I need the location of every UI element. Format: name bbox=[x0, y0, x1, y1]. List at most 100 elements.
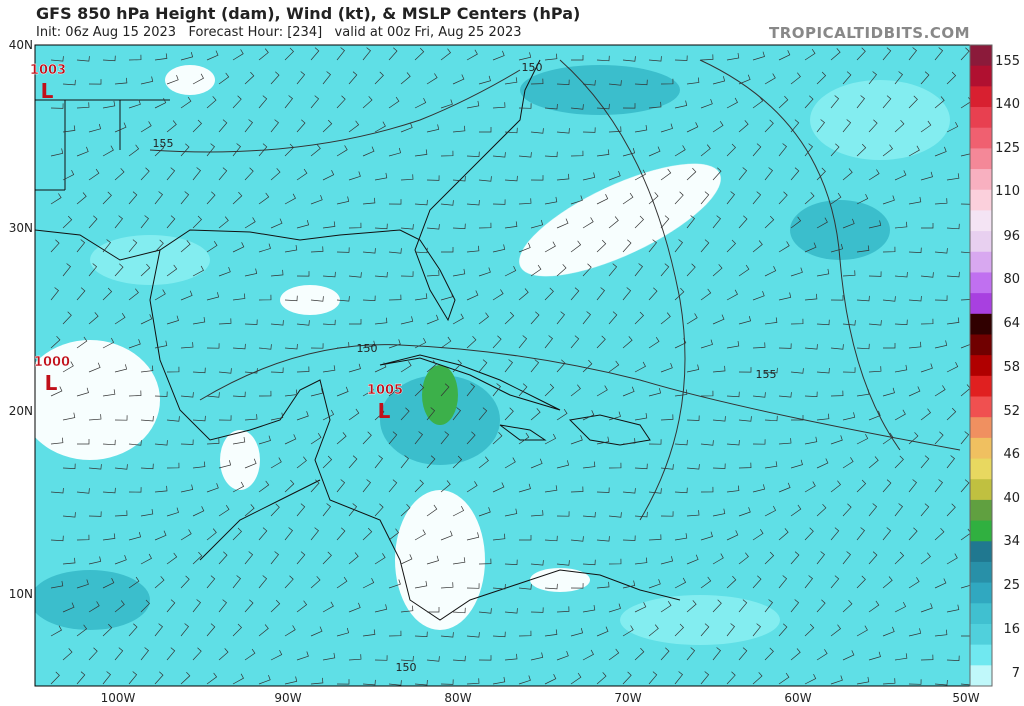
wind-barb bbox=[362, 248, 376, 254]
wind-barb bbox=[582, 127, 596, 133]
wind-barb bbox=[842, 270, 856, 277]
colorbar-frame bbox=[969, 44, 993, 687]
wind-barb bbox=[700, 288, 712, 301]
contour-label: 155 bbox=[153, 137, 174, 150]
wind-barb bbox=[648, 146, 661, 157]
wind-barb bbox=[622, 336, 633, 349]
wind-barb bbox=[154, 239, 164, 253]
wind-barb bbox=[582, 80, 596, 86]
wind-barb bbox=[102, 239, 111, 253]
wind-barb bbox=[114, 510, 128, 517]
wind-barb bbox=[218, 599, 227, 613]
wind-barb bbox=[712, 647, 721, 661]
wind-barb bbox=[336, 145, 348, 157]
wind-barb bbox=[570, 150, 584, 157]
wind-barb bbox=[492, 631, 506, 638]
wind-barb bbox=[882, 95, 892, 109]
wind-barb bbox=[674, 239, 683, 253]
wind-barb bbox=[726, 97, 738, 109]
wind-barb bbox=[140, 463, 154, 470]
wind-barb bbox=[544, 433, 557, 445]
colorbar-segment bbox=[970, 644, 992, 666]
wind-barb bbox=[166, 315, 179, 325]
wind-barb bbox=[296, 456, 307, 469]
wind-barb bbox=[478, 655, 492, 661]
wind-barb bbox=[348, 171, 361, 181]
wind-barb bbox=[62, 311, 72, 325]
wind-barb bbox=[920, 603, 933, 613]
wind-barb bbox=[50, 580, 64, 589]
wind-barb bbox=[790, 216, 802, 229]
wind-barb bbox=[544, 485, 558, 493]
wind-barb bbox=[310, 144, 321, 157]
wind-barb bbox=[660, 511, 674, 517]
wind-barb bbox=[426, 270, 440, 277]
wind-barb bbox=[518, 152, 532, 158]
wind-barb bbox=[322, 601, 334, 613]
colorbar-segment bbox=[970, 272, 992, 294]
wind-barb bbox=[88, 263, 98, 277]
wind-barb bbox=[712, 599, 722, 613]
wind-barb bbox=[452, 455, 463, 469]
wind-barb bbox=[674, 55, 688, 61]
wind-barb bbox=[570, 384, 581, 397]
wind-barb bbox=[400, 455, 409, 469]
wind-barb bbox=[192, 119, 202, 133]
wind-barb bbox=[596, 536, 610, 542]
wind-barb bbox=[400, 605, 414, 613]
wind-barb bbox=[700, 623, 710, 637]
wind-barb bbox=[752, 143, 762, 157]
wind-barb bbox=[791, 415, 804, 421]
wind-barb bbox=[920, 408, 931, 421]
wind-barb bbox=[920, 503, 930, 517]
wind-barb bbox=[778, 528, 789, 541]
wind-barb bbox=[270, 649, 283, 661]
colorbar-label: 52 bbox=[1003, 404, 1020, 419]
wind-barb bbox=[258, 48, 269, 61]
colorbar-segment bbox=[970, 541, 992, 563]
wind-barb bbox=[934, 629, 948, 637]
wind-barb bbox=[608, 263, 618, 277]
wind-barb bbox=[660, 312, 671, 325]
wind-barb bbox=[622, 580, 636, 589]
wind-barb bbox=[180, 96, 192, 109]
wind-barb bbox=[778, 241, 790, 253]
wind-barb bbox=[270, 320, 284, 326]
wind-barb bbox=[960, 528, 970, 541]
wind-barb bbox=[102, 671, 111, 685]
wind-barb bbox=[426, 124, 440, 133]
wind-barb bbox=[790, 167, 800, 181]
colorbar-segment bbox=[970, 396, 992, 418]
wind-barb bbox=[466, 431, 476, 445]
wind-barb bbox=[362, 479, 371, 493]
wind-barb bbox=[296, 71, 306, 85]
wind-barb bbox=[882, 479, 892, 493]
wind-barb bbox=[102, 191, 112, 205]
wind-barb bbox=[232, 437, 246, 445]
wind-barb bbox=[310, 576, 321, 589]
wind-barb bbox=[634, 361, 646, 373]
wind-barb bbox=[712, 508, 726, 517]
wind-barb bbox=[530, 311, 540, 325]
wind-barb bbox=[414, 529, 426, 541]
wind-barb bbox=[856, 389, 870, 397]
wind-barb bbox=[76, 192, 87, 205]
wind-barb bbox=[830, 95, 840, 109]
wind-barb bbox=[140, 509, 154, 517]
wind-barb bbox=[310, 296, 324, 302]
wind-barb bbox=[790, 648, 801, 661]
wind-barb bbox=[232, 527, 242, 541]
wind-barb bbox=[634, 311, 644, 325]
wind-barb bbox=[336, 342, 350, 349]
wind-barb bbox=[336, 47, 345, 61]
wind-barb bbox=[596, 487, 610, 493]
wind-barb bbox=[440, 200, 454, 206]
wind-barb bbox=[492, 335, 502, 349]
wind-barb bbox=[62, 557, 76, 565]
wind-barb bbox=[232, 191, 243, 205]
wind-barb bbox=[50, 535, 64, 542]
wind-barb bbox=[414, 631, 428, 637]
wind-barb bbox=[816, 551, 825, 565]
wind-barb bbox=[816, 503, 827, 517]
wind-barb bbox=[76, 579, 89, 589]
